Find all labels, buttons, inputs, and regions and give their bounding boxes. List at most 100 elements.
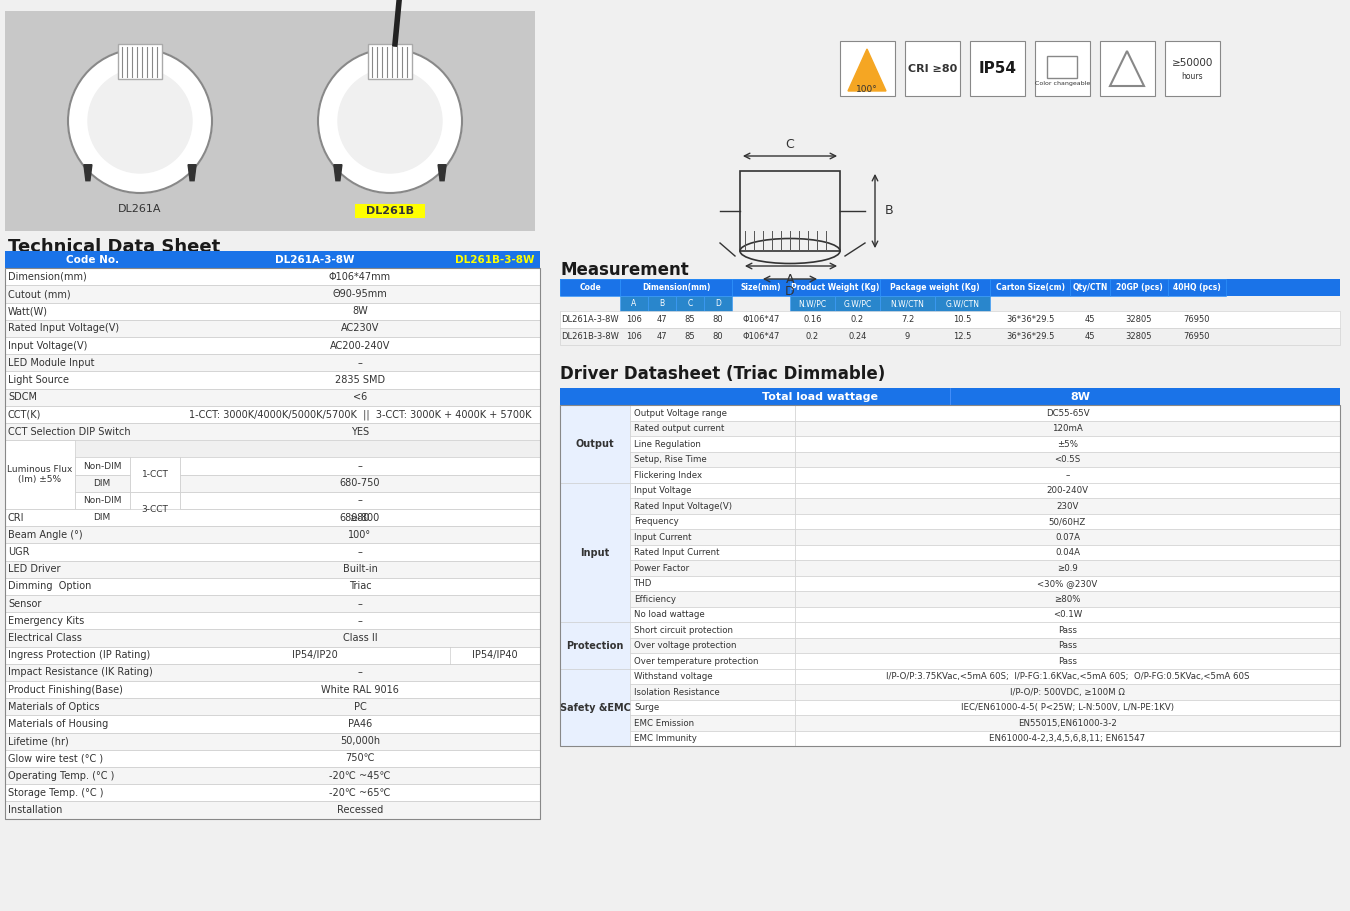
Text: Setup, Rise Time: Setup, Rise Time — [634, 456, 707, 465]
FancyBboxPatch shape — [5, 251, 540, 268]
Text: Sensor: Sensor — [8, 599, 42, 609]
Text: Dimension(mm): Dimension(mm) — [8, 271, 86, 281]
FancyBboxPatch shape — [795, 483, 1341, 498]
Text: Recessed: Recessed — [338, 805, 383, 815]
FancyBboxPatch shape — [620, 279, 732, 296]
Text: Output Voltage range: Output Voltage range — [634, 409, 728, 417]
FancyBboxPatch shape — [971, 41, 1025, 96]
Text: Product Weight (Kg): Product Weight (Kg) — [791, 283, 879, 292]
Text: DL261B-3-8W: DL261B-3-8W — [562, 333, 618, 341]
Text: DIM: DIM — [93, 513, 111, 522]
FancyBboxPatch shape — [795, 669, 1341, 684]
Text: Emergency Kits: Emergency Kits — [8, 616, 84, 626]
Text: Size(mm): Size(mm) — [741, 283, 782, 292]
FancyBboxPatch shape — [5, 578, 540, 595]
FancyBboxPatch shape — [369, 44, 412, 79]
Text: 1-CCT: 3000K/4000K/5000K/5700K  ||  3-CCT: 3000K + 4000K + 5700K: 1-CCT: 3000K/4000K/5000K/5700K || 3-CCT:… — [189, 409, 532, 420]
Text: YES: YES — [351, 426, 369, 436]
Text: 0.24: 0.24 — [848, 333, 867, 341]
Text: LED Driver: LED Driver — [8, 564, 61, 574]
Text: Color changeable: Color changeable — [1035, 81, 1091, 86]
Text: 0.16: 0.16 — [803, 315, 822, 324]
Text: DL261A-3-8W: DL261A-3-8W — [562, 315, 618, 324]
FancyBboxPatch shape — [795, 622, 1341, 638]
FancyBboxPatch shape — [5, 440, 76, 509]
FancyBboxPatch shape — [560, 279, 620, 296]
Text: 47: 47 — [656, 333, 667, 341]
Text: IP54/IP40: IP54/IP40 — [472, 650, 518, 660]
FancyBboxPatch shape — [130, 457, 180, 492]
Text: Product Finishing(Base): Product Finishing(Base) — [8, 684, 123, 694]
Text: 680-750: 680-750 — [340, 478, 381, 488]
FancyBboxPatch shape — [795, 638, 1341, 653]
Text: ±5%: ±5% — [1057, 440, 1079, 449]
Text: 8W: 8W — [1071, 392, 1089, 402]
FancyBboxPatch shape — [5, 595, 540, 612]
Text: Materials of Optics: Materials of Optics — [8, 701, 100, 711]
FancyBboxPatch shape — [620, 296, 648, 311]
FancyBboxPatch shape — [795, 731, 1341, 746]
Text: Package weight (Kg): Package weight (Kg) — [890, 283, 980, 292]
FancyBboxPatch shape — [795, 514, 1341, 529]
FancyBboxPatch shape — [703, 296, 732, 311]
FancyBboxPatch shape — [560, 388, 1341, 405]
FancyBboxPatch shape — [5, 802, 540, 819]
Text: –: – — [358, 599, 362, 609]
Text: Glow wire test (°C ): Glow wire test (°C ) — [8, 753, 103, 763]
Text: CCT(K): CCT(K) — [8, 409, 42, 419]
Text: THD: THD — [634, 579, 652, 589]
Text: CRI ≥80: CRI ≥80 — [907, 64, 957, 74]
FancyBboxPatch shape — [355, 204, 425, 218]
FancyBboxPatch shape — [5, 784, 540, 802]
FancyBboxPatch shape — [676, 296, 703, 311]
Circle shape — [68, 49, 212, 193]
FancyBboxPatch shape — [76, 492, 130, 509]
Text: 85: 85 — [684, 315, 695, 324]
FancyBboxPatch shape — [5, 372, 540, 389]
Text: 1-CCT: 1-CCT — [142, 470, 169, 479]
FancyBboxPatch shape — [795, 498, 1341, 514]
FancyBboxPatch shape — [795, 715, 1341, 731]
FancyBboxPatch shape — [5, 647, 540, 664]
Polygon shape — [333, 165, 342, 180]
FancyBboxPatch shape — [630, 684, 795, 700]
Circle shape — [88, 69, 192, 173]
Text: Output: Output — [575, 439, 614, 449]
Text: EMC Immunity: EMC Immunity — [634, 734, 697, 743]
Text: 85: 85 — [684, 333, 695, 341]
Text: D: D — [716, 299, 721, 308]
Text: Rated Input Voltage(V): Rated Input Voltage(V) — [634, 502, 732, 511]
FancyBboxPatch shape — [5, 560, 540, 578]
FancyBboxPatch shape — [795, 545, 1341, 560]
Text: 120mA: 120mA — [1052, 425, 1083, 433]
Text: Measurement: Measurement — [560, 261, 688, 279]
Text: Impact Resistance (IK Rating): Impact Resistance (IK Rating) — [8, 668, 153, 678]
FancyBboxPatch shape — [795, 529, 1341, 545]
FancyBboxPatch shape — [1035, 41, 1089, 96]
Text: Safety &EMC: Safety &EMC — [559, 702, 630, 712]
Text: 47: 47 — [656, 315, 667, 324]
FancyBboxPatch shape — [5, 612, 540, 630]
Text: Non-DIM: Non-DIM — [82, 496, 122, 505]
FancyBboxPatch shape — [648, 296, 676, 311]
Text: 7.2: 7.2 — [900, 315, 914, 324]
Text: PC: PC — [354, 701, 366, 711]
FancyBboxPatch shape — [630, 591, 795, 607]
Text: <6: <6 — [352, 393, 367, 402]
FancyBboxPatch shape — [630, 715, 795, 731]
Text: Luminous Flux
(lm) ±5%: Luminous Flux (lm) ±5% — [7, 465, 73, 485]
Text: DL261B: DL261B — [366, 206, 414, 216]
FancyBboxPatch shape — [180, 509, 540, 527]
FancyBboxPatch shape — [795, 607, 1341, 622]
FancyBboxPatch shape — [76, 475, 130, 492]
FancyBboxPatch shape — [5, 405, 540, 423]
FancyBboxPatch shape — [560, 328, 1341, 345]
Text: –: – — [358, 358, 362, 368]
Text: 2835 SMD: 2835 SMD — [335, 375, 385, 385]
Text: Dimension(mm): Dimension(mm) — [641, 283, 710, 292]
Text: <30% @230V: <30% @230V — [1037, 579, 1098, 589]
Text: Φ106*47mm: Φ106*47mm — [329, 271, 391, 281]
Text: UGR: UGR — [8, 547, 30, 557]
Text: C: C — [687, 299, 693, 308]
FancyBboxPatch shape — [630, 405, 795, 421]
